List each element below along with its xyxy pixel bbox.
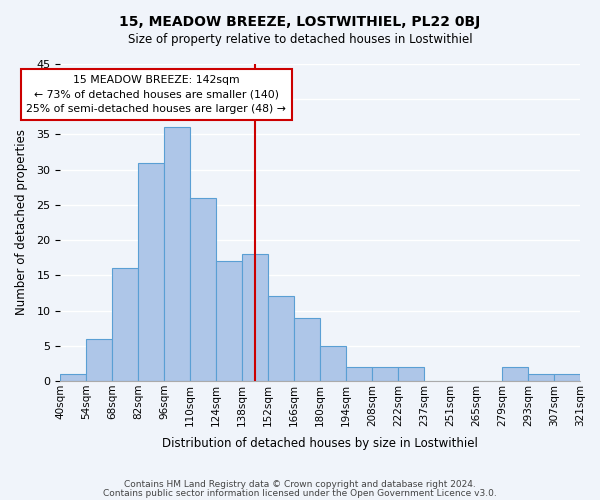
Bar xyxy=(268,296,294,381)
Text: Contains HM Land Registry data © Crown copyright and database right 2024.: Contains HM Land Registry data © Crown c… xyxy=(124,480,476,489)
Bar xyxy=(320,346,346,381)
Text: 15 MEADOW BREEZE: 142sqm
← 73% of detached houses are smaller (140)
25% of semi-: 15 MEADOW BREEZE: 142sqm ← 73% of detach… xyxy=(26,74,286,114)
Bar xyxy=(502,367,528,381)
Text: 15, MEADOW BREEZE, LOSTWITHIEL, PL22 0BJ: 15, MEADOW BREEZE, LOSTWITHIEL, PL22 0BJ xyxy=(119,15,481,29)
X-axis label: Distribution of detached houses by size in Lostwithiel: Distribution of detached houses by size … xyxy=(162,437,478,450)
Bar xyxy=(242,254,268,381)
Bar xyxy=(398,367,424,381)
Bar xyxy=(372,367,398,381)
Bar xyxy=(112,268,138,381)
Y-axis label: Number of detached properties: Number of detached properties xyxy=(15,130,28,316)
Bar xyxy=(138,162,164,381)
Bar xyxy=(554,374,580,381)
Text: Size of property relative to detached houses in Lostwithiel: Size of property relative to detached ho… xyxy=(128,32,472,46)
Text: Contains public sector information licensed under the Open Government Licence v3: Contains public sector information licen… xyxy=(103,488,497,498)
Bar xyxy=(294,318,320,381)
Bar xyxy=(346,367,372,381)
Bar xyxy=(190,198,216,381)
Bar xyxy=(164,128,190,381)
Bar xyxy=(60,374,86,381)
Bar xyxy=(528,374,554,381)
Bar xyxy=(216,261,242,381)
Bar xyxy=(86,338,112,381)
